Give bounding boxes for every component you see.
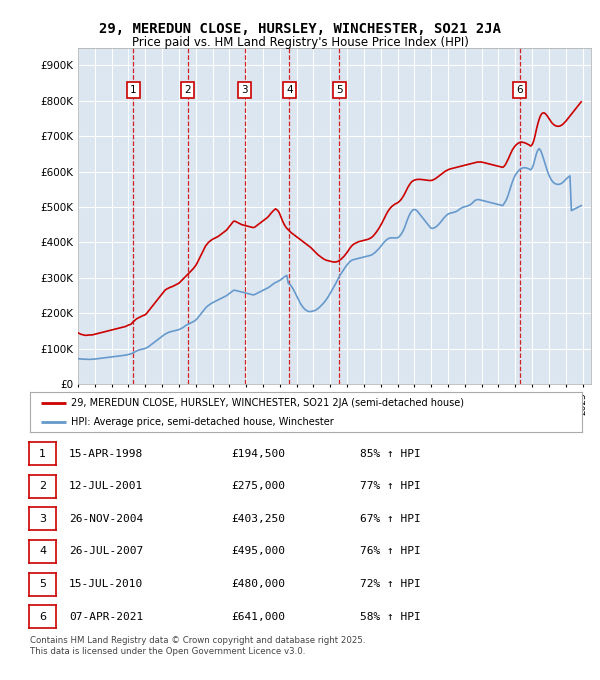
Text: 76% ↑ HPI: 76% ↑ HPI: [360, 547, 421, 556]
Text: 4: 4: [39, 547, 46, 556]
Text: 29, MEREDUN CLOSE, HURSLEY, WINCHESTER, SO21 2JA (semi-detached house): 29, MEREDUN CLOSE, HURSLEY, WINCHESTER, …: [71, 398, 464, 409]
Text: 2: 2: [39, 481, 46, 491]
Text: 3: 3: [241, 85, 248, 95]
Text: 3: 3: [39, 514, 46, 524]
Text: Contains HM Land Registry data © Crown copyright and database right 2025.
This d: Contains HM Land Registry data © Crown c…: [30, 636, 365, 656]
Text: 5: 5: [39, 579, 46, 589]
Text: 85% ↑ HPI: 85% ↑ HPI: [360, 449, 421, 458]
Text: £480,000: £480,000: [231, 579, 285, 589]
Text: 12-JUL-2001: 12-JUL-2001: [69, 481, 143, 491]
Text: £641,000: £641,000: [231, 612, 285, 622]
Text: 1: 1: [130, 85, 137, 95]
Text: Price paid vs. HM Land Registry's House Price Index (HPI): Price paid vs. HM Land Registry's House …: [131, 35, 469, 49]
Text: £275,000: £275,000: [231, 481, 285, 491]
Text: 5: 5: [336, 85, 343, 95]
Text: 26-NOV-2004: 26-NOV-2004: [69, 514, 143, 524]
Text: 6: 6: [517, 85, 523, 95]
Text: 58% ↑ HPI: 58% ↑ HPI: [360, 612, 421, 622]
Text: 67% ↑ HPI: 67% ↑ HPI: [360, 514, 421, 524]
Text: £495,000: £495,000: [231, 547, 285, 556]
Text: 26-JUL-2007: 26-JUL-2007: [69, 547, 143, 556]
Text: 77% ↑ HPI: 77% ↑ HPI: [360, 481, 421, 491]
Text: 72% ↑ HPI: 72% ↑ HPI: [360, 579, 421, 589]
Text: 07-APR-2021: 07-APR-2021: [69, 612, 143, 622]
Text: 4: 4: [286, 85, 293, 95]
Text: £403,250: £403,250: [231, 514, 285, 524]
Text: 1: 1: [39, 449, 46, 458]
Text: £194,500: £194,500: [231, 449, 285, 458]
Text: 29, MEREDUN CLOSE, HURSLEY, WINCHESTER, SO21 2JA: 29, MEREDUN CLOSE, HURSLEY, WINCHESTER, …: [99, 22, 501, 36]
Text: 15-JUL-2010: 15-JUL-2010: [69, 579, 143, 589]
Text: 6: 6: [39, 612, 46, 622]
Text: 15-APR-1998: 15-APR-1998: [69, 449, 143, 458]
Text: HPI: Average price, semi-detached house, Winchester: HPI: Average price, semi-detached house,…: [71, 417, 334, 427]
Text: 2: 2: [185, 85, 191, 95]
